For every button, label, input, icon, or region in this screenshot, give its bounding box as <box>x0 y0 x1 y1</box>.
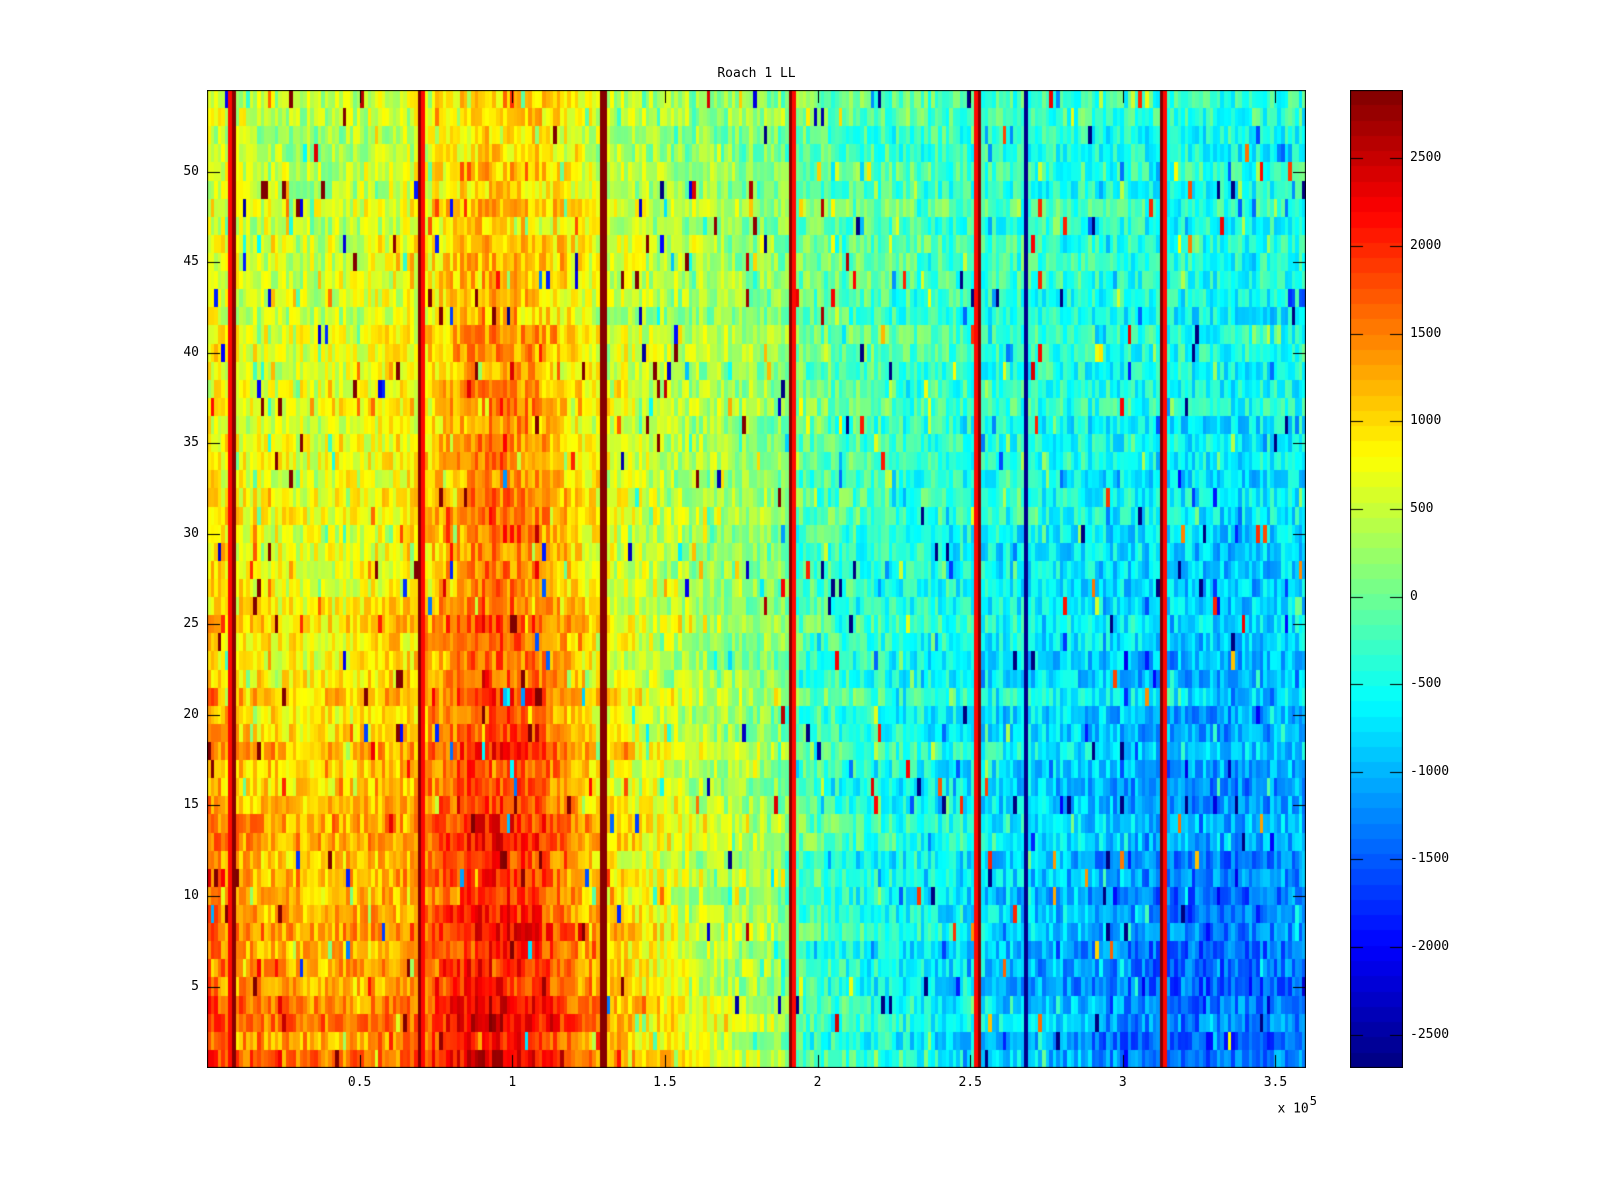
x-tick-label: 1.5 <box>653 1075 677 1090</box>
y-tick-label: 30 <box>183 525 199 541</box>
y-tick-label: 25 <box>183 616 199 632</box>
x-tick-label: 3 <box>1118 1075 1127 1090</box>
colorbar-tick-label: -1000 <box>1410 763 1450 779</box>
x-tick-label: 2.5 <box>958 1075 982 1090</box>
colorbar-tick-label: 0 <box>1410 588 1418 604</box>
y-tick-label: 40 <box>183 344 199 360</box>
y-tick-label: 5 <box>191 978 199 994</box>
y-tick-label: 35 <box>183 435 199 451</box>
x-axis-exponent-label: x 105 <box>1230 1094 1317 1117</box>
exponent-value: 5 <box>1309 1094 1317 1108</box>
x-tick-label: 2 <box>813 1075 822 1090</box>
exponent-prefix: x 10 <box>1277 1101 1309 1117</box>
colorbar-tick-label: 500 <box>1410 500 1434 516</box>
y-tick-label: 45 <box>183 254 199 270</box>
y-tick-label: 10 <box>183 887 199 903</box>
colorbar-tick-label: -500 <box>1410 676 1442 692</box>
x-tick-label: 0.5 <box>347 1075 372 1090</box>
colorbar-canvas <box>1350 90 1403 1068</box>
y-tick-label: 20 <box>183 706 199 722</box>
y-tick-label: 50 <box>183 163 199 179</box>
x-tick-label: 3.5 <box>1263 1075 1288 1090</box>
heatmap-canvas <box>207 90 1306 1068</box>
colorbar-tick-label: 1500 <box>1410 325 1442 341</box>
plot-title: Roach 1 LL <box>717 66 796 81</box>
y-tick-label: 15 <box>183 797 199 813</box>
colorbar-tick-label: -2500 <box>1410 1026 1450 1042</box>
colorbar-tick-label: -2000 <box>1410 939 1450 955</box>
colorbar-tick-label: 2500 <box>1410 150 1442 166</box>
colorbar-tick-label: -1500 <box>1410 851 1450 867</box>
colorbar-tick-label: 2000 <box>1410 237 1442 253</box>
x-tick-label: 1 <box>508 1075 517 1090</box>
colorbar-tick-label: 1000 <box>1410 413 1442 429</box>
